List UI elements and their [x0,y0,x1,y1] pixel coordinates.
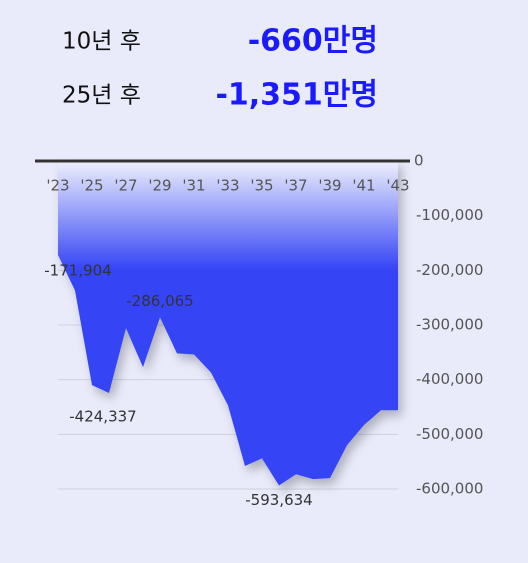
x-tick-label: '25 [80,177,103,195]
x-tick-label: '33 [216,177,239,195]
header-value: -660만명 [248,24,378,59]
x-tick-label: '35 [250,177,273,195]
value-label: -286,065 [126,292,193,310]
y-tick-label: -300,000 [416,316,483,334]
x-tick-label: '39 [318,177,341,195]
y-tick-label: 0 [414,152,424,170]
x-tick-label: '31 [182,177,205,195]
value-label: -171,904 [44,261,111,279]
x-tick-label: '29 [148,177,171,195]
y-tick-label: -100,000 [416,206,483,224]
header-label: 25년 후 [62,83,141,109]
header-label: 10년 후 [62,29,141,55]
x-tick-label: '41 [352,177,375,195]
header-value: -1,351만명 [215,78,378,113]
y-tick-label: -400,000 [416,370,483,388]
value-label: -424,337 [69,407,136,425]
x-tick-label: '27 [114,177,137,195]
y-tick-label: -600,000 [416,480,483,498]
area [58,161,398,486]
x-tick-label: '43 [386,177,409,195]
y-tick-label: -200,000 [416,261,483,279]
value-label: -593,634 [245,491,312,509]
x-tick-label: '37 [284,177,307,195]
y-tick-label: -500,000 [416,425,483,443]
x-tick-label: '23 [46,177,69,195]
